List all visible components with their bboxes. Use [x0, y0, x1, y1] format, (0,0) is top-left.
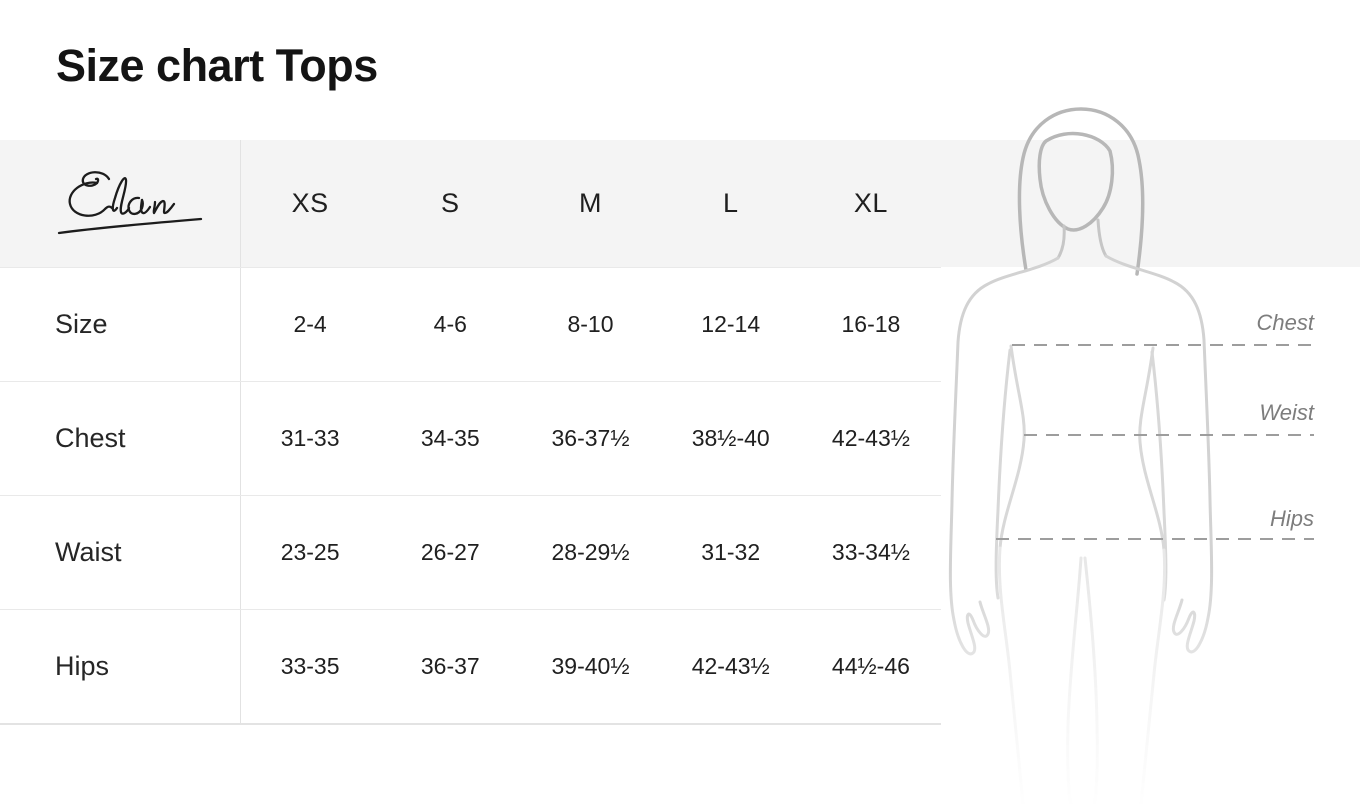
cell-hips-m: 39-40½ [551, 653, 630, 679]
size-table: Elan XS S M L XL [0, 140, 941, 725]
row-label-chest: Chest [55, 423, 126, 453]
table-header-row: Elan XS S M L XL [0, 140, 941, 267]
figure-torso-left [998, 344, 1026, 550]
cell-waist-s: 26-27 [420, 539, 480, 565]
cell-chest-xl: 42-43½ [831, 425, 910, 451]
cell-hips-l: 42-43½ [691, 653, 770, 679]
chest-measure-label: Chest [1256, 310, 1314, 335]
hips-measure-label: Hips [1269, 506, 1314, 531]
cell-chest-m: 36-37½ [551, 425, 630, 451]
elan-logo [57, 170, 203, 234]
table-row-chest: Chest 31-33 34-35 36-37½ 38½-40 42-43½ [0, 381, 941, 495]
row-label-waist: Waist [55, 537, 122, 567]
waist-measure-label: Weist [1259, 400, 1314, 425]
cell-size-m: 8-10 [567, 311, 614, 337]
cell-size-xs: 2-4 [293, 311, 327, 337]
figure-face [1037, 131, 1115, 232]
cell-chest-l: 38½-40 [691, 425, 770, 451]
column-header-s: S [441, 188, 460, 218]
cell-waist-l: 31-32 [701, 539, 761, 565]
cell-chest-xs: 31-33 [280, 425, 340, 451]
figure-torso-right [1138, 346, 1166, 552]
column-header-l: L [722, 188, 739, 218]
cell-size-xl: 16-18 [841, 311, 901, 337]
cell-hips-xl: 44½-46 [831, 653, 910, 679]
row-label-size: Size [55, 309, 108, 339]
cell-chest-s: 34-35 [420, 425, 480, 451]
cell-waist-xs: 23-25 [280, 539, 340, 565]
cell-waist-m: 28-29½ [551, 539, 630, 565]
column-header-xl: XL [853, 188, 888, 218]
table-row-hips: Hips 33-35 36-37 39-40½ 42-43½ 44½-46 [0, 609, 941, 723]
body-measurement-figure [940, 107, 1314, 804]
table-vertical-divider [240, 140, 241, 723]
row-label-hips: Hips [55, 651, 110, 681]
cell-hips-xs: 33-35 [280, 653, 340, 679]
cell-size-s: 4-6 [433, 311, 467, 337]
table-header-band [0, 140, 1360, 267]
page-title: Size chart Tops [56, 40, 378, 91]
brand-logo-cell: Elan [0, 165, 240, 243]
table-row-waist: Waist 23-25 26-27 28-29½ 31-32 33-34½ [0, 495, 941, 609]
cell-waist-xl: 33-34½ [831, 539, 910, 565]
table-row-size: Size 2-4 4-6 8-10 12-14 16-18 [0, 267, 941, 381]
cell-hips-s: 36-37 [420, 653, 480, 679]
column-header-xs: XS [291, 188, 329, 218]
cell-size-l: 12-14 [701, 311, 761, 337]
column-header-m: M [579, 188, 602, 218]
figure-hair [1017, 107, 1145, 276]
